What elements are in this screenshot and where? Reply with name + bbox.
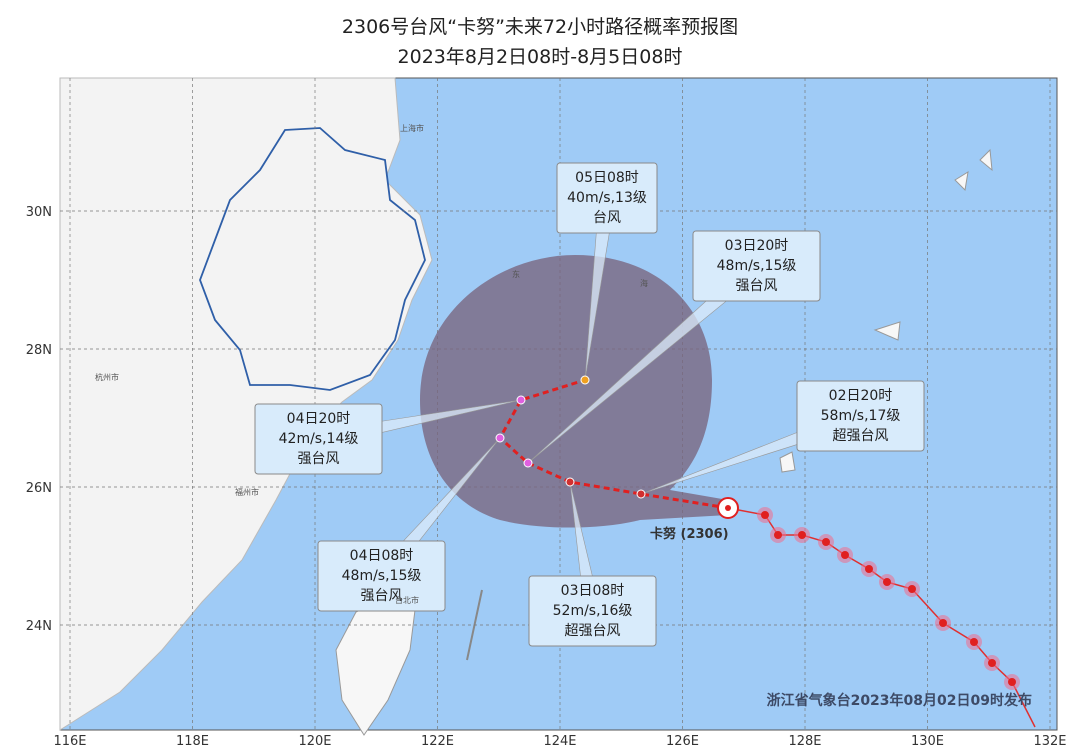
forecast-point (495, 433, 505, 443)
forecast-point (565, 477, 575, 487)
forecast-point (580, 375, 590, 385)
forecast-point (516, 395, 526, 405)
callout-time: 05日08时 (575, 170, 639, 186)
callout-wind: 58m/s,17级 (821, 408, 901, 424)
x-tick-label: 122E (421, 734, 454, 749)
callout-box (254, 403, 383, 475)
callout-grade: 超强台风 (565, 623, 621, 639)
y-tick-label: 24N (26, 619, 52, 634)
place-label: 东 (512, 269, 520, 279)
x-tick-label: 120E (298, 734, 331, 749)
forecast-point (636, 489, 646, 499)
callout-wind: 42m/s,14级 (279, 431, 359, 447)
callout-grade: 强台风 (298, 451, 340, 467)
callout-time: 03日20时 (725, 238, 789, 254)
past-point (822, 538, 830, 546)
place-label: 台北市 (395, 595, 419, 605)
past-point (841, 551, 849, 559)
callout-grade: 强台风 (736, 278, 778, 294)
past-point (774, 531, 782, 539)
forecast-point (523, 458, 533, 468)
past-point (761, 511, 769, 519)
issuer: 浙江省气象台2023年08月02日09时发布 (767, 692, 1032, 709)
callout-box (556, 162, 658, 234)
callout-time: 02日20时 (829, 388, 893, 404)
past-point (798, 531, 806, 539)
callout-wind: 48m/s,15级 (717, 258, 797, 274)
x-tick-label: 116E (53, 734, 86, 749)
callout-grade: 超强台风 (833, 428, 889, 444)
past-point (988, 659, 996, 667)
typhoon-label: 卡努 (2306) (650, 526, 729, 542)
x-tick-label: 128E (788, 734, 821, 749)
track-points (757, 507, 1020, 690)
y-tick-label: 28N (26, 343, 52, 358)
callout-grade: 台风 (593, 210, 621, 226)
zhejiang-outline (199, 127, 426, 391)
callout-wind: 40m/s,13级 (567, 190, 647, 206)
y-tick-label: 30N (26, 205, 52, 220)
x-tick-label: 118E (176, 734, 209, 749)
place-label: 海 (640, 278, 648, 288)
past-point (939, 619, 947, 627)
probability-cone (420, 255, 728, 528)
x-tick-label: 132E (1033, 734, 1066, 749)
callout-wind: 48m/s,15级 (342, 568, 422, 584)
callout-box (528, 575, 657, 647)
callout-box (317, 540, 446, 612)
x-tick-label: 130E (911, 734, 944, 749)
past-point (908, 585, 916, 593)
callout-time: 04日20时 (287, 411, 351, 427)
x-tick-label: 126E (666, 734, 699, 749)
title: 2306号台风“卡努”未来72小时路径概率预报图 (342, 16, 738, 38)
past-point (970, 638, 978, 646)
x-tick-label: 124E (543, 734, 576, 749)
past-point (883, 578, 891, 586)
callout-wind: 52m/s,16级 (553, 603, 633, 619)
callout-time: 04日08时 (350, 548, 414, 564)
callout-box (692, 230, 821, 302)
place-label: 上海市 (400, 123, 424, 133)
callout-box (796, 380, 925, 452)
past-point (1008, 678, 1016, 686)
place-label: 福州市 (235, 487, 259, 497)
y-tick-label: 26N (26, 481, 52, 496)
place-label: 杭州市 (95, 372, 119, 382)
subtitle: 2023年8月2日08时-8月5日08时 (398, 46, 683, 68)
callout-grade: 强台风 (361, 588, 403, 604)
callout-time: 03日08时 (561, 583, 625, 599)
past-point (865, 565, 873, 573)
typhoon-eye (725, 505, 731, 511)
callouts: 02日20时58m/s,17级超强台风03日08时52m/s,16级超强台风03… (254, 162, 925, 647)
